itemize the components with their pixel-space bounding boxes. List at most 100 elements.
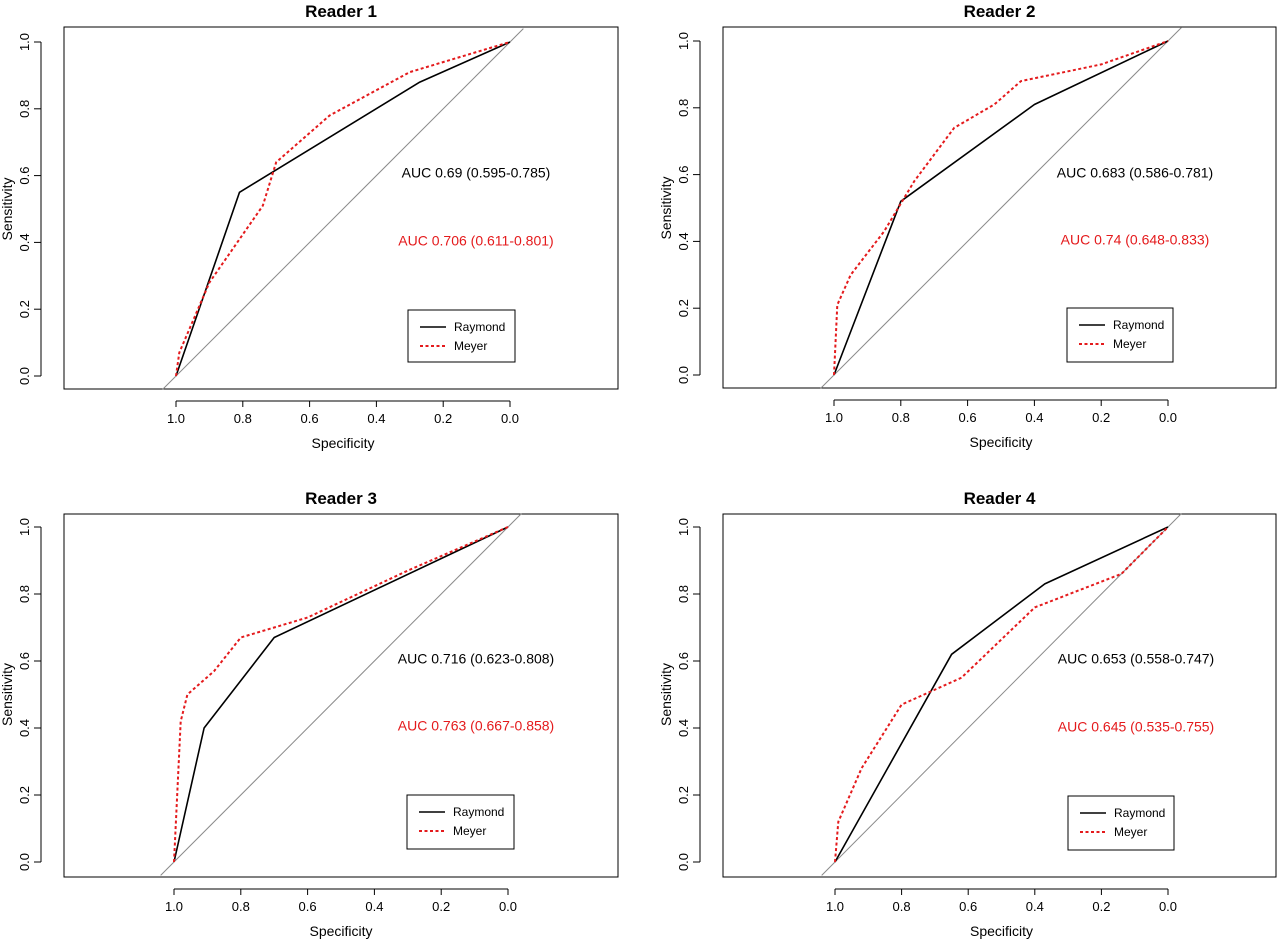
y-tick-label: 0.4 (17, 233, 32, 251)
x-tick-label: 1.0 (825, 410, 843, 425)
x-tick-label: 1.0 (165, 899, 183, 914)
roc-curve-meyer (834, 526, 1169, 863)
y-tick-label: 0.6 (676, 652, 691, 670)
auc-annotation: AUC 0.706 (0.611-0.801) (398, 233, 553, 249)
x-tick-label: 0.2 (434, 411, 452, 426)
x-tick-label: 0.0 (501, 411, 519, 426)
roc-panel-reader-3: Reader 3 0.0 0.2 0.4 0.6 0.8 1.0 Sensitivity 1.0… (0, 472, 640, 944)
y-axis-title: Sensitivity (658, 663, 674, 726)
x-tick-label: 1.0 (826, 899, 844, 914)
legend: Raymond Meyer (1066, 307, 1174, 363)
chart-title: Reader 4 (964, 489, 1036, 508)
auc-annotation: AUC 0.683 (0.586-0.781) (1057, 165, 1213, 181)
y-tick-label: 0.2 (676, 299, 691, 317)
roc-curve-meyer (175, 41, 511, 377)
x-tick-label: 0.4 (365, 899, 383, 914)
roc-curve-raymond (173, 526, 509, 863)
x-tick-label: 0.8 (232, 899, 250, 914)
legend-label: Meyer (453, 824, 486, 838)
x-axis-title: Specificity (969, 434, 1032, 450)
reference-diagonal (162, 28, 524, 390)
auc-annotation: AUC 0.716 (0.623-0.808) (398, 651, 554, 667)
y-axis-title: Sensitivity (0, 663, 15, 726)
x-axis-title: Specificity (970, 923, 1033, 939)
roc-curve-raymond (834, 526, 1169, 863)
x-tick-label: 0.0 (499, 899, 517, 914)
legend-label: Raymond (1114, 806, 1165, 820)
y-tick-label: 1.0 (676, 518, 691, 536)
y-tick-label: 0.4 (676, 719, 691, 737)
roc-curve-meyer (833, 40, 1169, 376)
x-tick-label: 0.6 (959, 899, 977, 914)
roc-curve-meyer (173, 526, 509, 863)
plot-frame (63, 26, 619, 390)
chart-title: Reader 1 (305, 2, 377, 21)
auc-annotation: AUC 0.763 (0.667-0.858) (398, 718, 554, 734)
auc-annotation: AUC 0.69 (0.595-0.785) (402, 165, 551, 181)
x-axis-title: Specificity (311, 435, 374, 451)
y-tick-label: 0.8 (17, 100, 32, 118)
legend-label: Meyer (1114, 825, 1147, 839)
x-tick-label: 0.0 (1159, 899, 1177, 914)
x-tick-label: 0.0 (1159, 410, 1177, 425)
roc-panel-reader-1: Reader 1 0.0 0.2 0.4 0.6 0.8 1.0 Sensitivity 1.0… (0, 0, 640, 472)
auc-annotation: AUC 0.653 (0.558-0.747) (1058, 651, 1214, 667)
chart-title: Reader 2 (964, 2, 1036, 21)
y-tick-label: 1.0 (17, 518, 32, 536)
x-tick-label: 0.8 (234, 411, 252, 426)
roc-chart-svg: Reader 2 0.0 0.2 0.4 0.6 0.8 1.0 Sensitivity 1.0… (658, 2, 1277, 450)
legend-box (1066, 307, 1174, 363)
x-tick-label: 0.2 (432, 899, 450, 914)
plot-frame (722, 26, 1277, 389)
y-tick-label: 1.0 (676, 32, 691, 50)
y-tick-label: 0.6 (17, 167, 32, 185)
reference-diagonal (821, 513, 1182, 876)
chart-title: Reader 3 (305, 489, 377, 508)
legend-box (1067, 795, 1175, 851)
y-tick-label: 0.0 (17, 853, 32, 871)
legend-box (407, 309, 516, 363)
y-axis-title: Sensitivity (0, 177, 15, 240)
y-tick-label: 0.8 (676, 99, 691, 117)
x-tick-label: 1.0 (167, 411, 185, 426)
reference-diagonal (160, 513, 522, 876)
roc-panel-reader-2: Reader 2 0.0 0.2 0.4 0.6 0.8 1.0 Sensitivity 1.0… (658, 0, 1280, 472)
legend: Raymond Meyer (407, 309, 516, 363)
x-tick-label: 0.8 (892, 410, 910, 425)
plot-frame (63, 513, 619, 878)
legend-label: Raymond (454, 320, 505, 334)
x-tick-label: 0.6 (301, 411, 319, 426)
roc-chart-svg: Reader 1 0.0 0.2 0.4 0.6 0.8 1.0 Sensitivity 1.0… (0, 2, 619, 451)
roc-panel-reader-4: Reader 4 0.0 0.2 0.4 0.6 0.8 1.0 Sensitivity 1.0… (658, 472, 1280, 944)
y-tick-label: 1.0 (17, 33, 32, 51)
x-tick-label: 0.4 (1026, 899, 1044, 914)
legend-label: Meyer (1113, 337, 1146, 351)
x-tick-label: 0.2 (1092, 899, 1110, 914)
legend-label: Meyer (454, 339, 487, 353)
reference-diagonal (820, 27, 1182, 389)
x-tick-label: 0.6 (299, 899, 317, 914)
x-tick-label: 0.6 (959, 410, 977, 425)
y-tick-label: 0.6 (676, 166, 691, 184)
roc-curve-raymond (833, 40, 1169, 376)
legend-label: Raymond (1113, 318, 1164, 332)
auc-annotation: AUC 0.645 (0.535-0.755) (1058, 719, 1214, 735)
y-tick-label: 0.2 (17, 786, 32, 804)
roc-chart-svg: Reader 4 0.0 0.2 0.4 0.6 0.8 1.0 Sensitivity 1.0… (658, 489, 1277, 939)
y-tick-label: 0.0 (17, 367, 32, 385)
y-tick-label: 0.8 (17, 585, 32, 603)
y-tick-label: 0.0 (676, 366, 691, 384)
auc-annotation: AUC 0.74 (0.648-0.833) (1061, 232, 1210, 248)
y-tick-label: 0.0 (676, 853, 691, 871)
y-tick-label: 0.8 (676, 585, 691, 603)
legend-label: Raymond (453, 805, 504, 819)
y-axis-title: Sensitivity (658, 176, 674, 239)
y-tick-label: 0.4 (676, 232, 691, 250)
x-tick-label: 0.8 (893, 899, 911, 914)
legend: Raymond Meyer (1067, 795, 1175, 851)
x-tick-label: 0.2 (1092, 410, 1110, 425)
y-tick-label: 0.2 (17, 300, 32, 318)
roc-chart-svg: Reader 3 0.0 0.2 0.4 0.6 0.8 1.0 Sensitivity 1.0… (0, 489, 619, 939)
y-tick-label: 0.6 (17, 652, 32, 670)
y-tick-label: 0.2 (676, 786, 691, 804)
